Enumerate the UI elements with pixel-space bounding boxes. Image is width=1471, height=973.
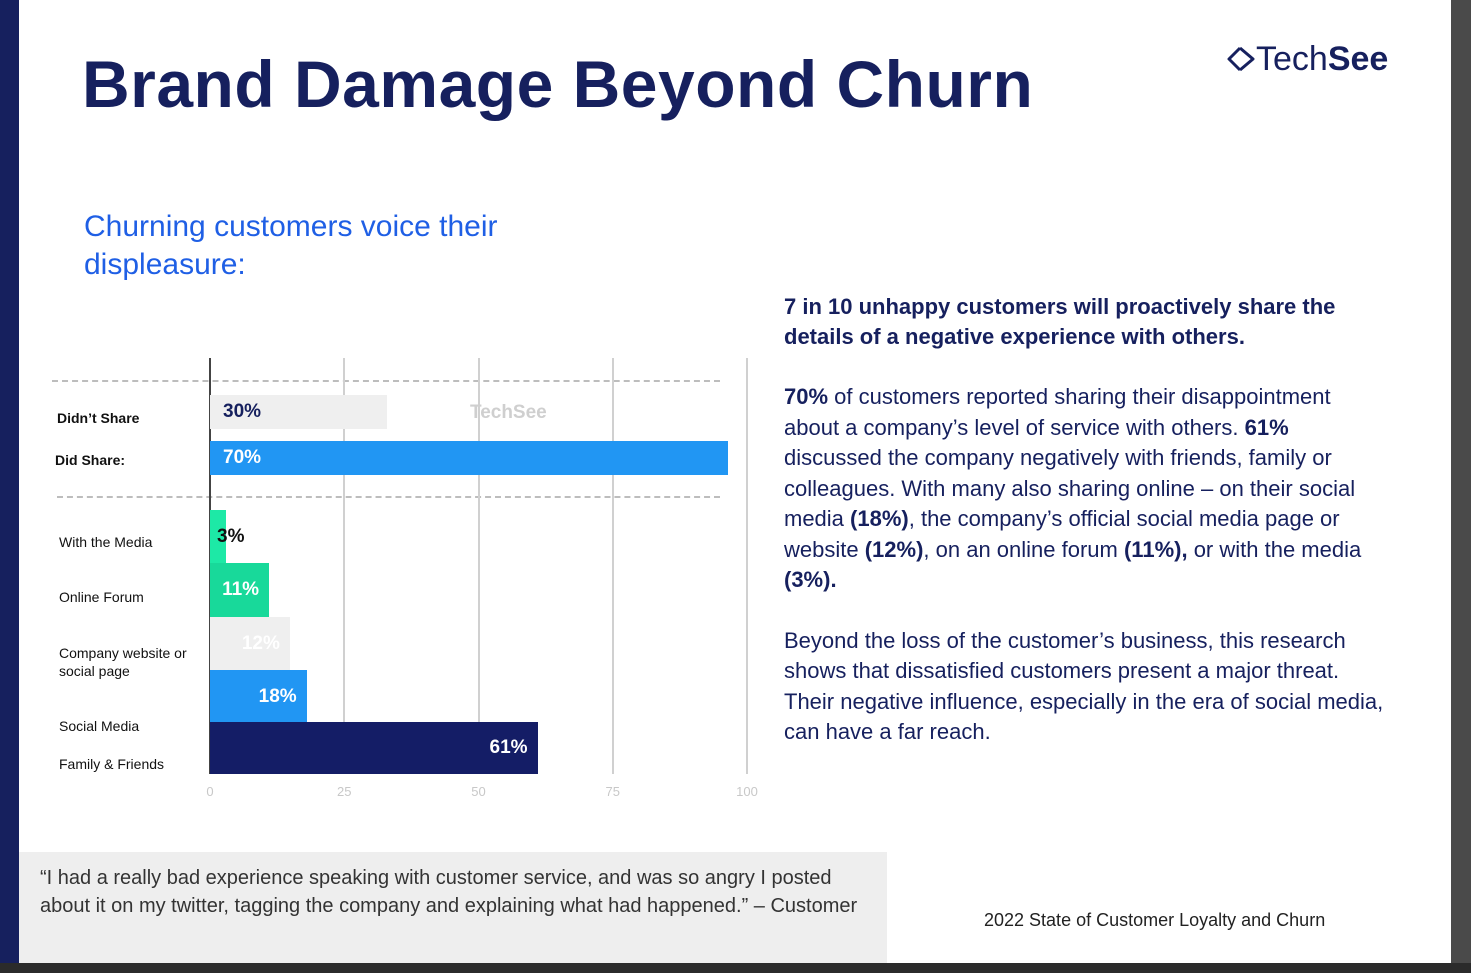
bottom-edge — [0, 963, 1471, 973]
quote-box: “I had a really bad experience speaking … — [19, 852, 887, 963]
x-tick-label: 25 — [337, 784, 352, 799]
stats-text-segment: , the company’s official social media pa… — [784, 506, 1340, 562]
slide: Brand Damage Beyond Churn TechSee Churni… — [0, 0, 1451, 963]
category-label: Company website or social page — [59, 645, 187, 679]
x-tick-label: 75 — [605, 784, 620, 799]
category-label: Online Forum — [59, 589, 144, 605]
customer-quote: “I had a really bad experience speaking … — [40, 867, 858, 917]
category-label: Social Media — [59, 718, 140, 734]
category-label: Family & Friends — [59, 756, 165, 772]
bar-online-forum — [210, 563, 270, 617]
chart-watermark: TechSee — [470, 402, 547, 423]
source-citation: 2022 State of Customer Loyalty and Churn — [984, 910, 1326, 930]
logo-text-see: See — [1327, 40, 1389, 78]
bar-did-share — [210, 441, 728, 475]
bar-value-label: 30% — [223, 401, 262, 422]
bar-family-friends — [210, 722, 538, 774]
stats-text-segment: of customers reported sharing their disa… — [784, 384, 1331, 440]
stats-paragraph: 70% of customers reported sharing their … — [784, 382, 1384, 596]
stats-text-segment: discussed the company negatively with fr… — [784, 445, 1356, 531]
stats-text-segment: (12%) — [864, 536, 924, 562]
bar-value-label: 70% — [223, 447, 262, 468]
techsee-logo-icon — [1227, 46, 1255, 72]
bar-value-label: 61% — [489, 737, 528, 758]
conclusion-paragraph: Beyond the loss of the customer’s busine… — [784, 627, 1384, 745]
bar-value-label: 3% — [217, 526, 245, 547]
bar-with-the-media — [210, 510, 227, 564]
bar-social-media — [210, 670, 307, 724]
divider-middle — [57, 496, 720, 498]
bar-value-label: 11% — [222, 579, 260, 600]
bar-company-website-or-social-page — [210, 617, 290, 671]
bar-value-label: 12% — [241, 633, 280, 654]
page-title: Brand Damage Beyond Churn — [82, 47, 1034, 121]
techsee-logo: TechSee — [1226, 40, 1388, 79]
x-tick-label: 0 — [206, 784, 214, 799]
x-tick-label: 100 — [736, 784, 758, 799]
right-edge — [1451, 0, 1471, 973]
logo-text-tech: Tech — [1256, 40, 1328, 78]
summary-text: 7 in 10 unhappy customers will proactive… — [784, 292, 1384, 748]
bar-chart: TechSee 0 25 50 75 100 30% Didn’t Share 70% Did … — [0, 0, 780, 820]
category-label: With the Media — [59, 534, 153, 550]
chart-subtitle: Churning customers voice their displeasu… — [84, 210, 498, 281]
gridline — [746, 358, 748, 774]
left-accent-bar — [0, 0, 19, 963]
gridline — [343, 358, 346, 774]
divider-top — [52, 380, 720, 382]
stats-text-segment: (3%). — [784, 567, 837, 592]
x-tick-label: 50 — [471, 784, 486, 799]
stats-text-segment: 70% — [784, 384, 829, 409]
stats-text-segment: (11%), — [1123, 536, 1188, 562]
stats-text-segment: 61% — [1244, 414, 1289, 440]
stats-text-segment: (18%) — [850, 506, 909, 531]
gridline — [477, 358, 480, 774]
bar-didn-t-share — [210, 395, 388, 429]
category-label: Did Share: — [55, 452, 126, 468]
stats-text-segment: or with the media — [1187, 536, 1362, 562]
headline: 7 in 10 unhappy customers will proactive… — [784, 294, 1336, 349]
gridline — [611, 358, 614, 774]
stats-text-segment: , on an online forum — [923, 536, 1124, 562]
bar-value-label: 18% — [258, 686, 297, 707]
category-label: Didn’t Share — [57, 410, 140, 426]
